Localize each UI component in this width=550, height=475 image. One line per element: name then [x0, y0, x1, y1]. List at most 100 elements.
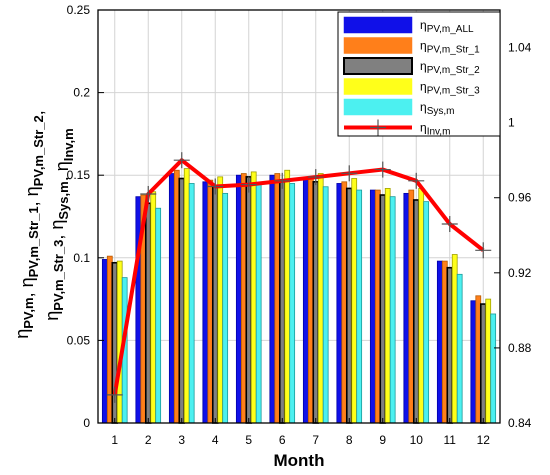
legend-item: ηPV,m_Str_2	[343, 57, 480, 76]
line-point	[441, 216, 458, 233]
line-series	[106, 152, 492, 403]
bar	[101, 259, 108, 424]
legend-swatch	[343, 16, 413, 34]
legend-label-symbol: η	[420, 100, 427, 114]
bar	[312, 181, 320, 424]
bar	[379, 194, 387, 424]
legend-label-symbol: η	[420, 39, 427, 53]
bar	[403, 192, 410, 424]
bar	[384, 188, 391, 424]
y-tick-label: 0	[83, 416, 90, 430]
series-line	[112, 158, 485, 396]
legend-label-subscript: Sys,m	[427, 106, 455, 117]
bar	[470, 300, 477, 424]
bar	[336, 183, 343, 424]
line-point	[408, 172, 425, 189]
bar	[235, 174, 242, 424]
y-axis-label-subscript: Sys,m	[56, 181, 71, 219]
bar	[317, 173, 324, 424]
y-axis-label-subscript: PV,m_Str_3	[51, 240, 66, 311]
legend-item: ηPV,m_Str_1	[343, 37, 480, 56]
y-axis-label-symbol: , η	[22, 186, 42, 206]
bar	[322, 186, 329, 424]
y-axis-label-symbol: ,	[27, 110, 47, 115]
y-axis-label-subscript: PV,m_Str_2	[31, 115, 46, 186]
legend-label: ηSys,m	[420, 100, 454, 117]
legend: ηPV,m_ALLηPV,m_Str_1ηPV,m_Str_2ηPV,m_Str…	[337, 11, 501, 138]
x-tick-label: 9	[379, 433, 386, 447]
bar	[250, 171, 257, 424]
legend-label: ηPV,m_ALL	[420, 18, 474, 35]
line-point	[207, 178, 224, 195]
y-axis-label-line: ηPV,m, ηPV,m_Str_1, ηPV,m_Str_2,	[12, 110, 47, 339]
line-point	[274, 172, 291, 189]
legend-label-subscript: PV,m_Str_3	[427, 86, 480, 97]
legend-label-symbol: η	[420, 80, 427, 94]
legend-label-subscript: PV,m_ALL	[427, 24, 474, 35]
bar	[150, 191, 157, 424]
y-axis-label-line: ηPV,m_Str_3, ηSys,m, ηInv,m	[42, 128, 76, 320]
legend-label: ηPV,m_Str_1	[420, 39, 480, 56]
bar	[183, 168, 190, 424]
x-tick-label: 1	[111, 433, 118, 447]
bar	[302, 178, 309, 424]
legend-label-subscript: PV,m_Str_2	[427, 65, 480, 76]
bar	[222, 192, 229, 424]
bar	[269, 174, 276, 424]
x-tick-label: 12	[477, 433, 491, 447]
bar	[289, 183, 296, 424]
x-tick-label: 10	[410, 433, 424, 447]
line-point	[173, 152, 190, 169]
line-point	[106, 386, 123, 403]
x-tick-label: 4	[212, 433, 219, 447]
y-tick-label: 0.1	[73, 251, 90, 265]
y-axis-label-symbol: , η	[17, 277, 37, 297]
bar	[345, 187, 353, 424]
bar	[490, 313, 497, 424]
legend-swatch	[343, 78, 413, 95]
bar	[479, 303, 487, 424]
x-axis-label: Month	[274, 451, 325, 470]
legend-item: ηPV,m_ALL	[343, 16, 474, 35]
bar	[446, 266, 454, 424]
bar	[369, 189, 376, 424]
x-tick-label: 5	[245, 433, 252, 447]
y2-tick-label: 1.04	[508, 41, 532, 55]
line-point	[475, 242, 492, 259]
y-axis-label-subscript: Inv,m	[61, 128, 76, 161]
x-tick-label: 3	[178, 433, 185, 447]
legend-swatch	[343, 37, 413, 54]
bar	[135, 196, 142, 424]
y2-tick-label: 0.92	[508, 266, 532, 280]
x-tick-label: 8	[346, 433, 353, 447]
y-tick-label: 0.2	[73, 86, 90, 100]
y2-tick-label: 0.88	[508, 341, 532, 355]
bar	[412, 199, 420, 424]
bar	[284, 169, 291, 424]
bar	[456, 273, 463, 424]
y-axis-label-subscript: PV,m_Str_1	[26, 206, 41, 277]
bar	[436, 260, 443, 424]
line-point	[374, 161, 391, 178]
legend-label-subscript: PV,m_Str_1	[427, 45, 480, 56]
bar	[351, 178, 358, 424]
y-axis-label-symbol: , η	[52, 161, 72, 181]
bar	[217, 176, 224, 424]
bar	[389, 196, 396, 424]
bar	[278, 179, 286, 424]
x-tick-label: 11	[444, 433, 457, 447]
bar	[451, 254, 458, 424]
bar	[418, 188, 425, 424]
line-point	[307, 169, 324, 186]
bar	[202, 181, 209, 424]
legend-label: ηPV,m_Str_2	[420, 59, 480, 76]
legend-item: ηInv,m	[344, 119, 450, 138]
legend-label: ηInv,m	[420, 121, 450, 138]
y2-tick-label: 0.84	[508, 416, 532, 430]
line-point	[341, 165, 358, 182]
y-axis-label-subscript: PV,m	[21, 297, 36, 328]
y-tick-label: 0.05	[67, 333, 91, 347]
legend-label-subscript: Inv,m	[427, 127, 451, 138]
